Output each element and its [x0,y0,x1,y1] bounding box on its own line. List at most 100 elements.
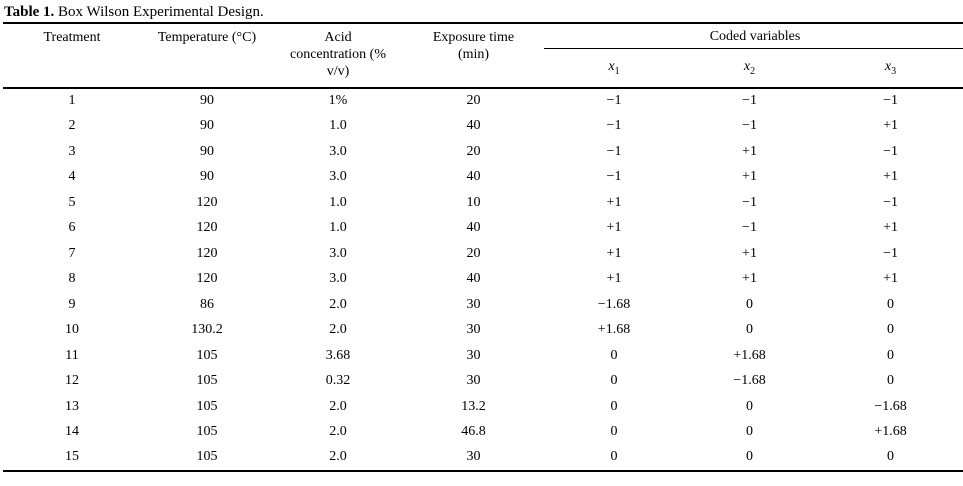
table-body: 1 90 1% 20 −1 −1 −1 2 90 1.0 40 −1 −1 +1… [3,88,963,471]
cell-acid-concentration: 2.0 [329,296,347,312]
table-row: 13 105 2.0 13.2 0 0 −1.68 [3,394,963,420]
cell-acid-concentration: 2.0 [329,424,347,440]
cell-x1: −1 [606,169,622,185]
cell-treatment: 5 [68,194,76,210]
cell-x1: +1 [606,220,622,236]
cell-x3: 0 [887,322,895,338]
cell-temperature: 90 [200,93,214,109]
cell-x1: +1.68 [597,322,631,338]
cell-exposure-time: 30 [466,347,481,363]
cell-exposure-time: 30 [466,296,481,312]
cell-exposure-time: 20 [466,93,481,109]
cell-x1: +1 [606,194,622,210]
cell-x2: +1 [742,169,757,185]
cell-temperature: 130.2 [191,322,223,338]
cell-x2: +1 [742,245,757,261]
cell-acid-concentration: 1% [328,93,348,109]
cell-x2: −1 [742,194,757,210]
cell-x1: 0 [610,347,618,363]
cell-acid-concentration: 3.0 [329,169,347,185]
cell-x3: 0 [887,373,895,389]
cell-x1: 0 [610,373,618,389]
cell-exposure-time: 40 [466,220,481,236]
table-row: 11 105 3.68 30 0 +1.68 0 [3,343,963,369]
table-row: 7 120 3.0 20 +1 +1 −1 [3,241,963,267]
cell-x2: 0 [746,296,753,312]
table-row: 2 90 1.0 40 −1 −1 +1 [3,114,963,140]
cell-x2: 0 [746,424,753,440]
cell-temperature: 90 [200,169,214,185]
table-caption: Table 1. Box Wilson Experimental Design. [0,0,963,22]
cell-x2: +1.68 [733,347,766,363]
cell-treatment: 1 [68,93,76,109]
header-coded-variables-group: Coded variables [544,23,963,49]
cell-treatment: 4 [68,169,76,185]
cell-x1: 0 [610,424,618,440]
cell-acid-concentration: 2.0 [329,449,347,465]
cell-acid-concentration: 1.0 [329,194,347,210]
cell-temperature: 120 [196,245,218,261]
x3-symbol: x [884,58,892,74]
cell-treatment: 11 [65,347,79,363]
table-row: 10 130.2 2.0 30 +1.68 0 0 [3,318,963,344]
cell-x1: −1 [606,118,622,134]
x1-subscript: 1 [614,65,620,77]
cell-treatment: 12 [65,373,79,389]
cell-exposure-time: 20 [466,245,481,261]
header-temperature: Temperature (°C) [141,23,273,89]
cell-x3: −1.68 [874,398,907,414]
header-acid-concentration-label: Acid concentration (% v/v) [290,30,387,79]
cell-x1: −1 [606,143,622,159]
cell-temperature: 105 [196,449,218,465]
cell-acid-concentration: 1.0 [329,220,347,236]
cell-treatment: 3 [68,143,76,159]
cell-x3: +1.68 [874,424,907,440]
cell-treatment: 7 [68,245,76,261]
cell-exposure-time: 40 [466,271,481,287]
cell-x3: +1 [883,271,898,287]
cell-acid-concentration: 2.0 [329,398,347,414]
x2-symbol: x [743,58,751,74]
cell-exposure-time: 30 [466,373,481,389]
cell-treatment: 8 [68,271,76,287]
table-row: 1 90 1% 20 −1 −1 −1 [3,88,963,114]
cell-exposure-time: 30 [466,322,481,338]
cell-temperature: 120 [196,271,218,287]
cell-temperature: 105 [196,373,218,389]
cell-acid-concentration: 3.68 [325,347,351,363]
cell-exposure-time: 30 [466,449,481,465]
header-acid-concentration: Acid concentration (% v/v) [273,23,403,89]
cell-exposure-time: 46.8 [461,424,486,440]
cell-x2: +1 [742,271,757,287]
table-row: 15 105 2.0 30 0 0 0 [3,445,963,471]
cell-x3: −1 [883,194,898,210]
table-row: 4 90 3.0 40 −1 +1 +1 [3,165,963,191]
cell-x2: −1 [742,118,757,134]
cell-exposure-time: 40 [466,118,481,134]
cell-temperature: 90 [200,143,214,159]
cell-x2: 0 [746,449,753,465]
cell-temperature: 105 [196,398,218,414]
x1-symbol: x [608,58,615,74]
cell-x3: 0 [887,347,895,363]
table-row: 3 90 3.0 20 −1 +1 −1 [3,139,963,165]
table-row: 12 105 0.32 30 0 −1.68 0 [3,369,963,395]
cell-x3: +1 [883,220,898,236]
cell-acid-concentration: 0.32 [325,373,351,389]
header-treatment: Treatment [3,23,141,89]
cell-treatment: 6 [68,220,76,236]
cell-exposure-time: 40 [466,169,481,185]
cell-x3: +1 [883,118,898,134]
table-row: 6 120 1.0 40 +1 −1 +1 [3,216,963,242]
cell-x2: −1 [742,220,757,236]
cell-x3: 0 [887,296,895,312]
cell-x3: −1 [883,93,898,109]
cell-x3: 0 [887,449,895,465]
header-coded-x3: x3 [815,48,963,89]
cell-acid-concentration: 2.0 [329,322,347,338]
header-coded-x1: x1 [544,48,684,89]
cell-treatment: 13 [65,398,79,414]
table-row: 14 105 2.0 46.8 0 0 +1.68 [3,420,963,446]
cell-exposure-time: 20 [466,143,481,159]
